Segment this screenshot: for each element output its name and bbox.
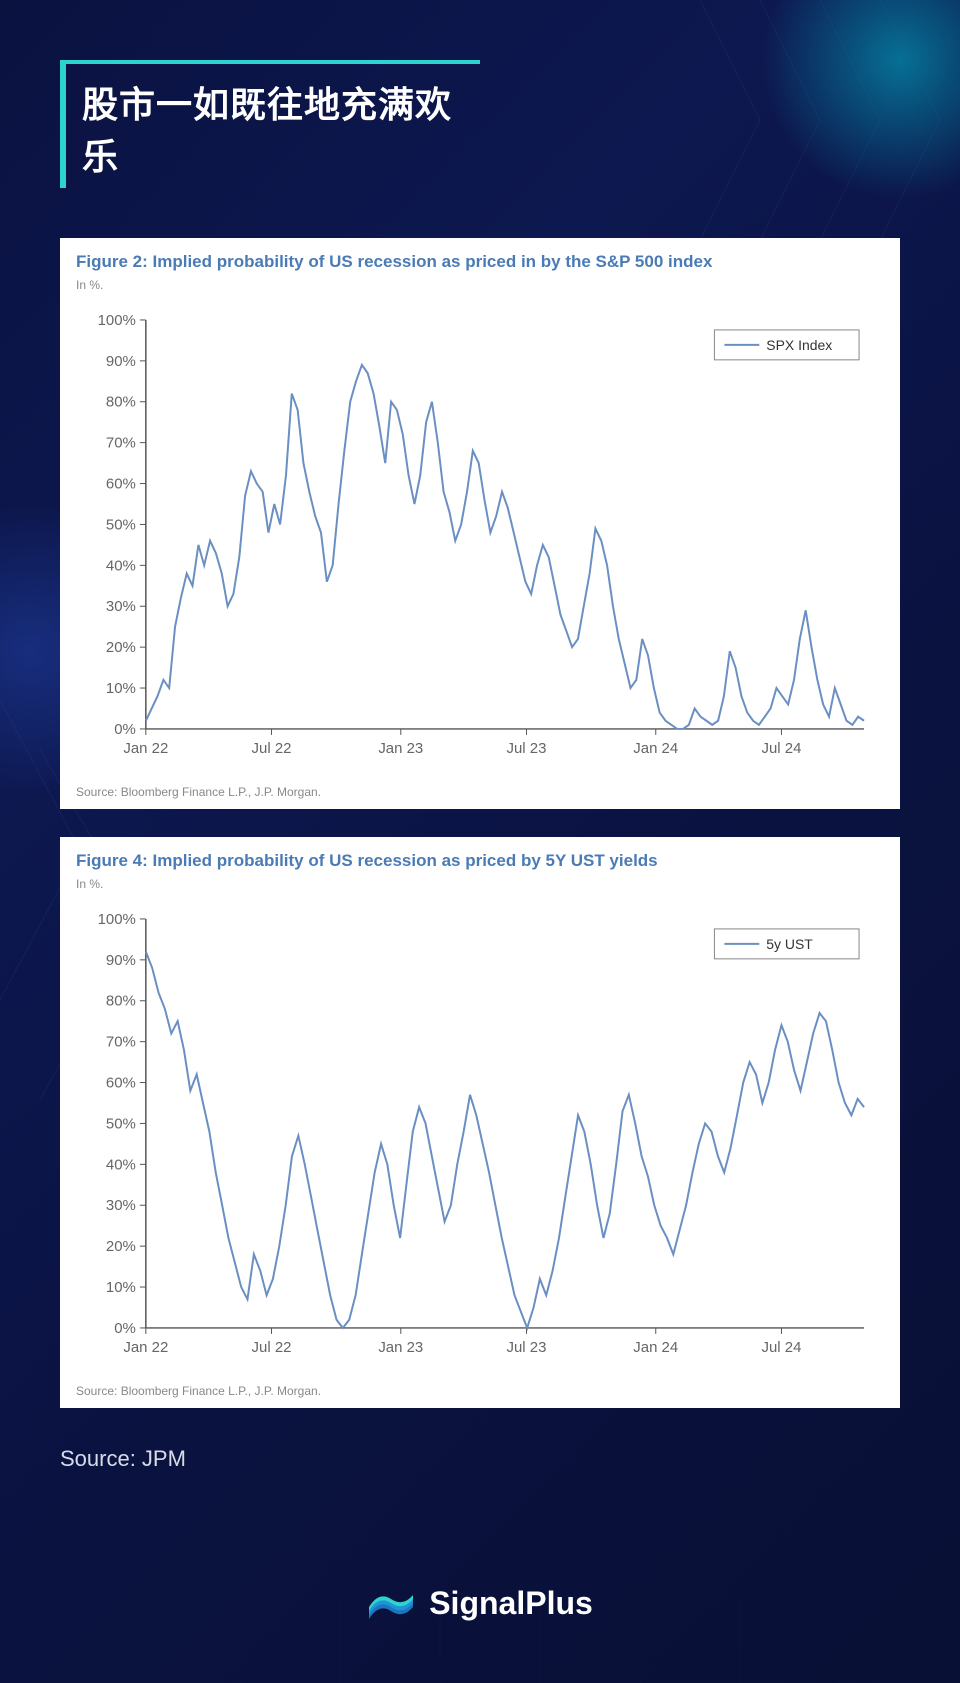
chart2-title: Figure 4: Implied probability of US rece… <box>76 851 884 871</box>
svg-text:Jan 23: Jan 23 <box>378 740 423 757</box>
svg-text:100%: 100% <box>98 312 136 329</box>
svg-text:Jan 22: Jan 22 <box>123 1339 168 1356</box>
svg-text:20%: 20% <box>106 639 136 656</box>
svg-text:70%: 70% <box>106 435 136 452</box>
svg-text:0%: 0% <box>114 721 136 738</box>
svg-text:60%: 60% <box>106 1074 136 1091</box>
chart-panel-5y-ust: Figure 4: Implied probability of US rece… <box>60 837 900 1408</box>
svg-text:10%: 10% <box>106 680 136 697</box>
svg-text:Jul 22: Jul 22 <box>252 740 292 757</box>
svg-text:90%: 90% <box>106 952 136 969</box>
svg-text:Jan 24: Jan 24 <box>633 740 678 757</box>
chart2-plot: 0% 10% 20% 30% 40% 50% 60% 70% 80% 90% 100% Jan 22 J… <box>76 899 884 1378</box>
svg-text:100%: 100% <box>98 911 136 928</box>
svg-text:20%: 20% <box>106 1238 136 1255</box>
svg-text:Jul 23: Jul 23 <box>507 1339 547 1356</box>
chart1-title: Figure 2: Implied probability of US rece… <box>76 252 884 272</box>
svg-text:80%: 80% <box>106 993 136 1010</box>
chart2-source: Source: Bloomberg Finance L.P., J.P. Mor… <box>76 1384 884 1398</box>
svg-text:Jul 24: Jul 24 <box>761 1339 801 1356</box>
svg-text:30%: 30% <box>106 598 136 615</box>
svg-text:Jul 22: Jul 22 <box>252 1339 292 1356</box>
svg-text:0%: 0% <box>114 1320 136 1337</box>
chart1-plot: 0% 10% 20% 30% 40% 50% 60% 70% 80% 90% 100% Jan 22 J… <box>76 300 884 779</box>
svg-text:40%: 40% <box>106 1156 136 1173</box>
chart1-unit: In %. <box>76 278 884 292</box>
signalplus-logo-icon <box>367 1583 415 1623</box>
svg-text:Jan 24: Jan 24 <box>633 1339 678 1356</box>
svg-text:40%: 40% <box>106 557 136 574</box>
chart2-unit: In %. <box>76 877 884 891</box>
svg-text:60%: 60% <box>106 476 136 493</box>
svg-text:Jul 23: Jul 23 <box>507 740 547 757</box>
svg-text:50%: 50% <box>106 1115 136 1132</box>
svg-text:70%: 70% <box>106 1033 136 1050</box>
svg-text:Jan 23: Jan 23 <box>378 1339 423 1356</box>
svg-text:Jul 24: Jul 24 <box>761 740 801 757</box>
chart1-source: Source: Bloomberg Finance L.P., J.P. Mor… <box>76 785 884 799</box>
page-header: 股市一如既往地充满欢乐 <box>0 0 960 218</box>
svg-text:5y UST: 5y UST <box>766 936 813 952</box>
charts-container: Figure 2: Implied probability of US rece… <box>0 218 960 1408</box>
chart-panel-spx: Figure 2: Implied probability of US rece… <box>60 238 900 809</box>
footer-brand: SignalPlus <box>429 1585 593 1622</box>
svg-text:30%: 30% <box>106 1197 136 1214</box>
svg-text:50%: 50% <box>106 516 136 533</box>
footer: SignalPlus <box>0 1583 960 1623</box>
svg-text:SPX Index: SPX Index <box>766 337 832 353</box>
svg-text:10%: 10% <box>106 1279 136 1296</box>
svg-text:80%: 80% <box>106 394 136 411</box>
svg-text:90%: 90% <box>106 353 136 370</box>
page-title: 股市一如既往地充满欢乐 <box>82 76 480 180</box>
title-accent-bar: 股市一如既往地充满欢乐 <box>60 60 480 188</box>
svg-text:Jan 22: Jan 22 <box>123 740 168 757</box>
